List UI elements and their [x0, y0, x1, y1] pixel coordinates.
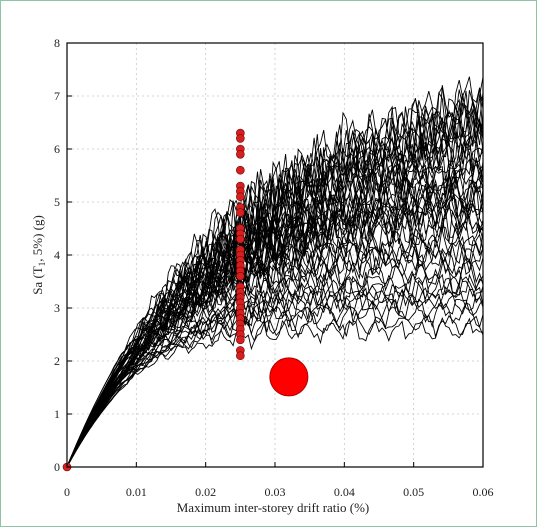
drift-limit-marker: [236, 134, 245, 143]
drift-limit-markers: [62, 128, 309, 472]
ida-curve: [66, 257, 484, 468]
drift-limit-marker: [236, 271, 245, 281]
ida-curve: [66, 87, 484, 468]
drift-limit-marker: [236, 351, 245, 361]
y-tick-label: 3: [54, 301, 60, 315]
y-tick-label: 0: [54, 460, 60, 474]
x-tick-label: 0.06: [473, 485, 494, 499]
drift-limit-marker: [236, 192, 245, 201]
y-tick-label: 8: [54, 36, 60, 50]
ida-curves: [66, 76, 484, 468]
drift-limit-marker: [236, 150, 245, 159]
y-tick-label: 6: [54, 142, 60, 156]
large-red-marker: [269, 357, 309, 397]
x-axis-label: Maximum inter-storey drift ratio (%): [177, 500, 370, 515]
drift-limit-marker: [236, 234, 245, 244]
x-tick-label: 0.04: [334, 485, 355, 499]
y-tick-label: 7: [54, 89, 60, 103]
drift-limit-marker: [236, 165, 245, 175]
drift-limit-marker: [236, 208, 245, 217]
x-tick-label: 0.01: [126, 485, 147, 499]
ida-curve: [66, 273, 484, 468]
y-tick-label: 1: [54, 407, 60, 421]
x-tick-label: 0.05: [403, 485, 424, 499]
drift-limit-marker: [236, 335, 245, 345]
ida-curve: [66, 90, 484, 468]
y-tick-label: 5: [54, 195, 60, 209]
y-tick-label: 2: [54, 354, 60, 368]
axis-ticks: 0 0.01 0.02 0.03 0.04 0.05 0.06 0 1 2 3 4 5 6 7 8: [54, 36, 494, 499]
x-tick-label: 0: [64, 485, 70, 499]
y-tick-label: 4: [54, 248, 60, 262]
x-tick-label: 0.02: [195, 485, 216, 499]
y-axis-label: Sa (T1, 5%) (g): [30, 215, 47, 295]
x-tick-label: 0.03: [265, 485, 286, 499]
